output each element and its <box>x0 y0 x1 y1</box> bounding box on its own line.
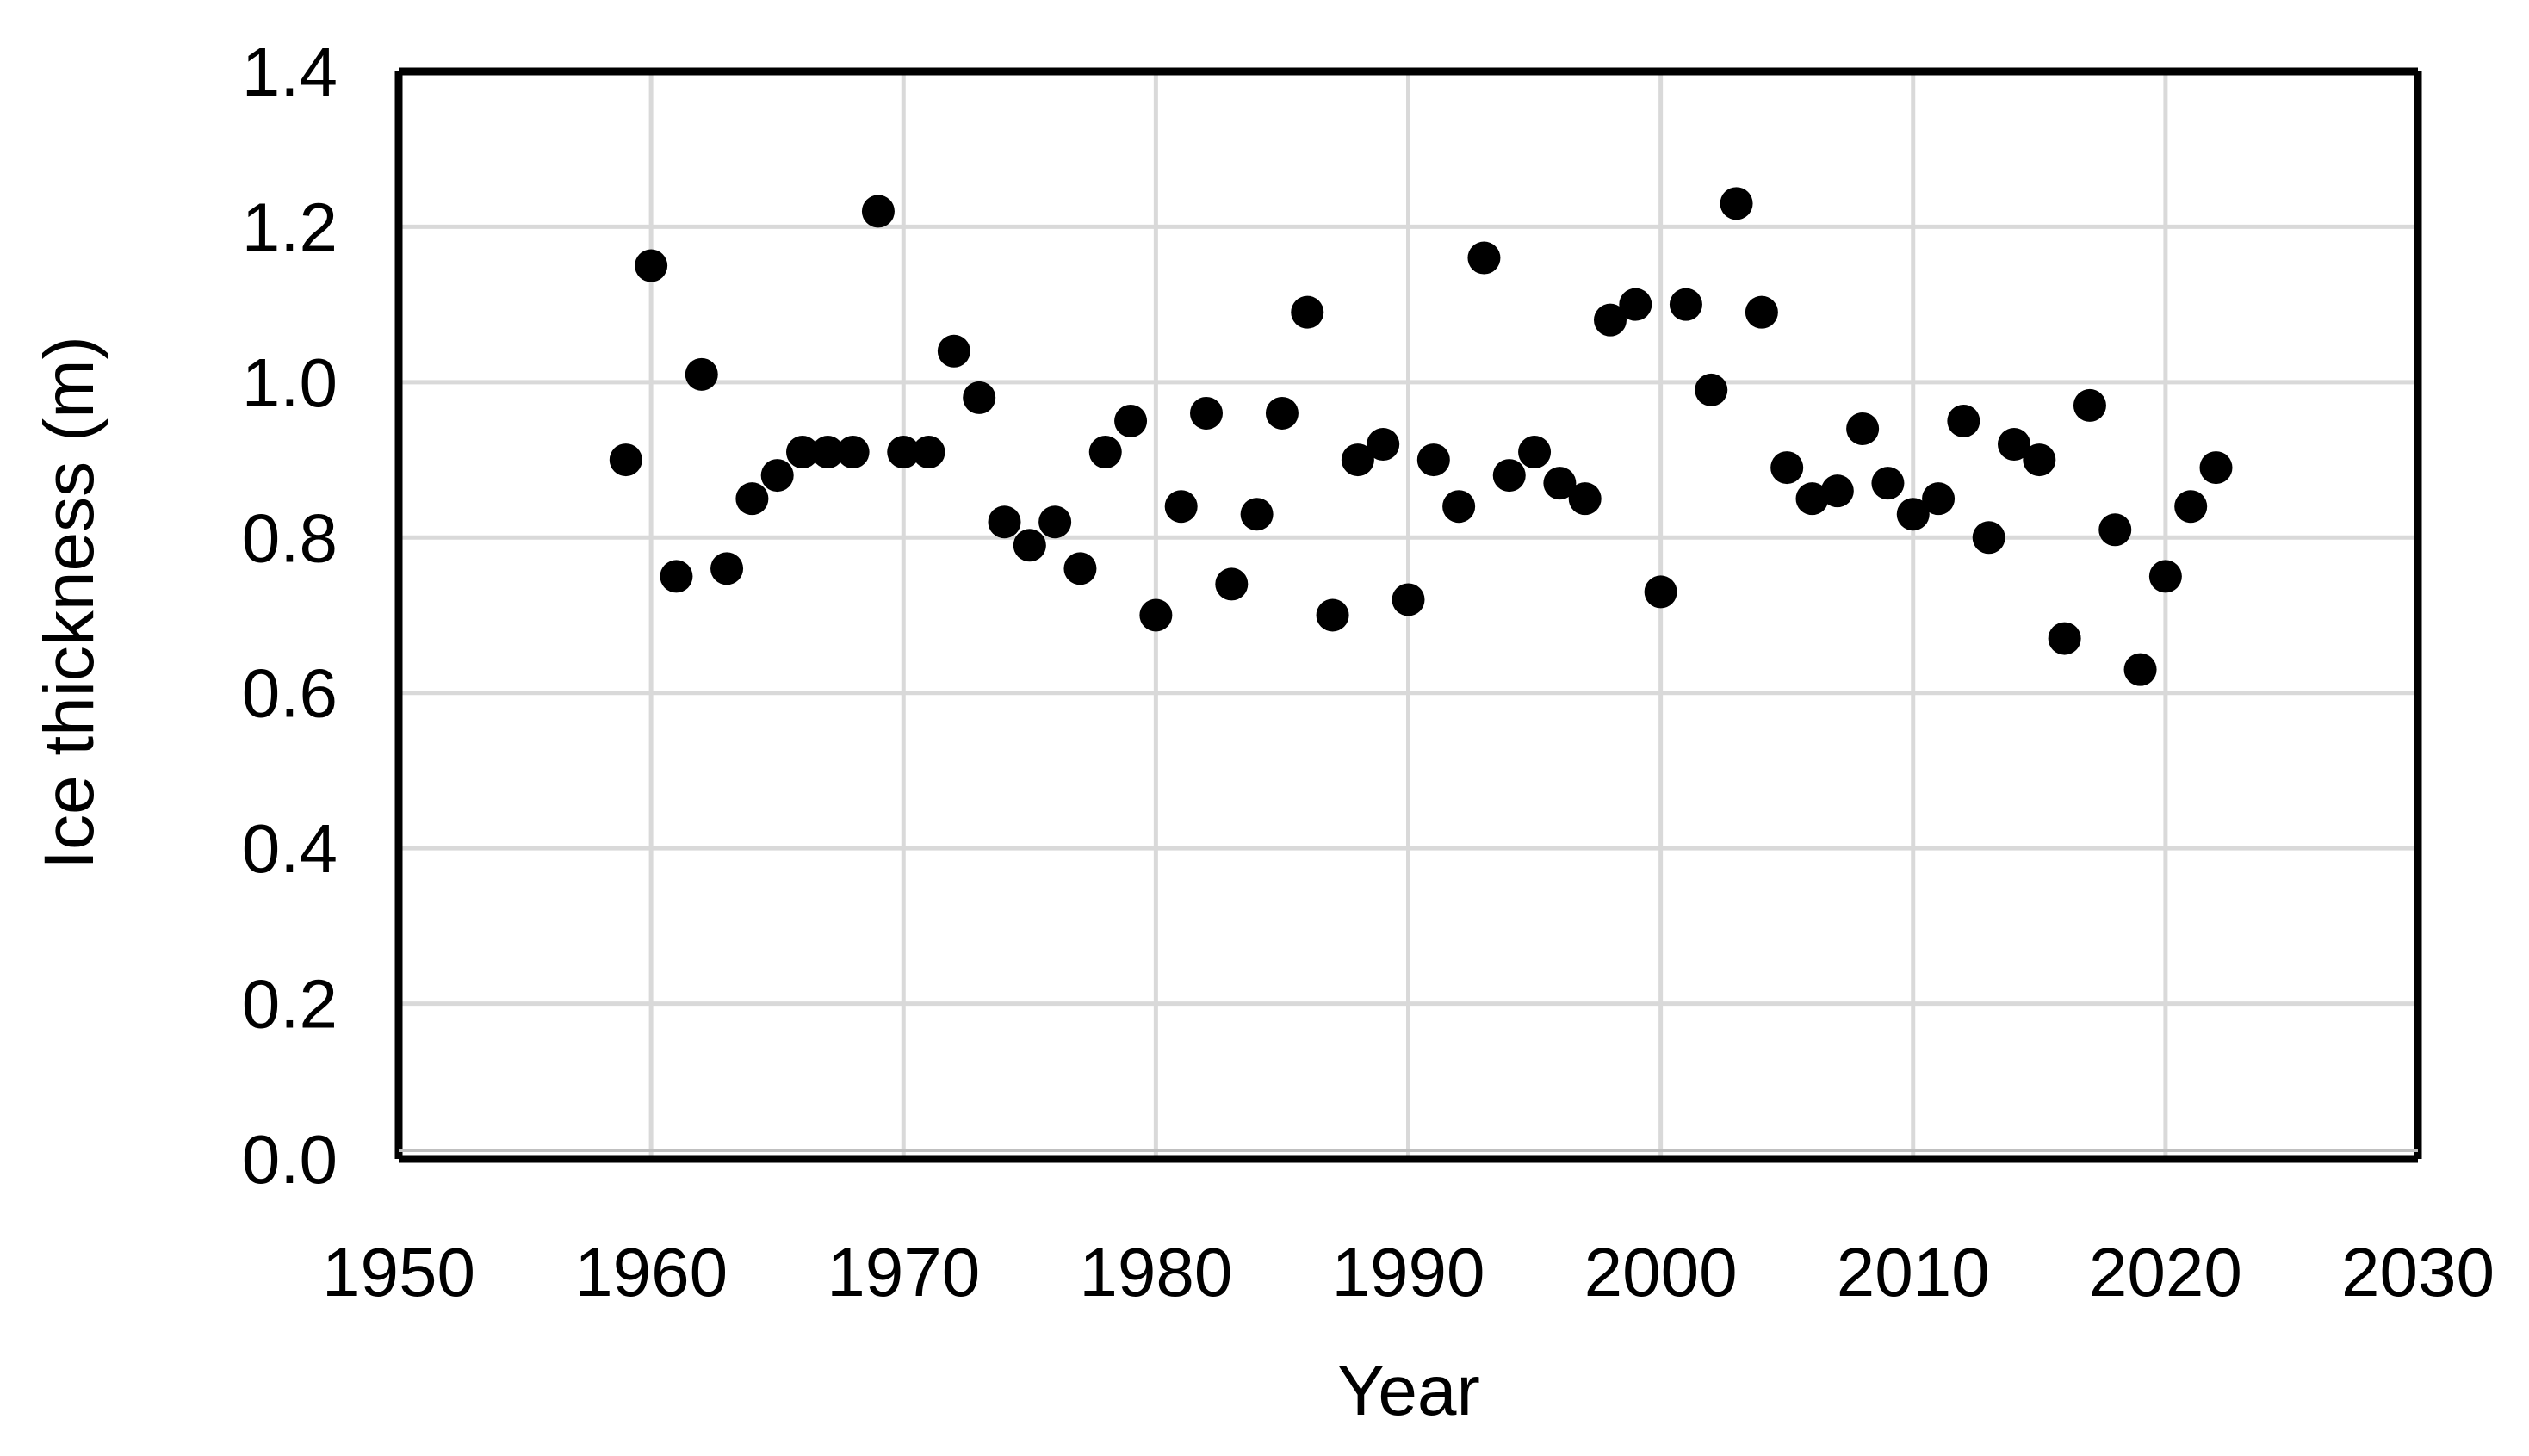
plot-frame <box>394 67 2422 1163</box>
x-axis-ticks: 1950 1960 1970 1980 1990 2000 2010 2020 2030 <box>322 1234 2495 1310</box>
data-point <box>861 195 895 228</box>
data-point <box>1518 436 1552 469</box>
grid-lines <box>399 71 2418 1159</box>
data-point <box>988 505 1021 539</box>
data-points <box>609 187 2233 686</box>
data-point <box>1846 412 1880 445</box>
data-point <box>1947 404 1980 437</box>
data-point <box>1265 396 1299 430</box>
data-point <box>1139 598 1173 632</box>
data-point <box>760 459 794 493</box>
x-tick-label: 1960 <box>574 1234 728 1310</box>
data-point <box>2023 443 2056 477</box>
data-point <box>1240 498 1274 531</box>
y-tick-label: 1.4 <box>242 34 338 110</box>
data-point <box>1063 552 1097 585</box>
x-tick-label: 1990 <box>1332 1234 1485 1310</box>
data-point <box>1190 396 1223 430</box>
data-point <box>912 436 945 469</box>
data-point <box>1619 288 1652 321</box>
x-tick-label: 2020 <box>2089 1234 2242 1310</box>
data-point <box>2048 622 2081 655</box>
data-point <box>2148 560 2182 593</box>
data-point <box>710 552 744 585</box>
data-point <box>786 436 819 469</box>
data-point <box>1795 482 1829 516</box>
y-tick-label: 0.8 <box>242 499 338 576</box>
data-point <box>1543 467 1577 500</box>
y-tick-label: 1.0 <box>242 344 338 421</box>
x-tick-label: 2030 <box>2341 1234 2495 1310</box>
x-axis-title: Year <box>1337 1352 1480 1430</box>
data-point <box>685 357 718 391</box>
data-point <box>2199 451 2233 485</box>
data-point <box>963 381 996 414</box>
data-point <box>1820 474 1854 508</box>
data-point <box>1492 459 1526 493</box>
data-point <box>1695 373 1728 406</box>
data-point <box>1871 467 1905 500</box>
x-tick-label: 2000 <box>1584 1234 1738 1310</box>
data-point <box>887 436 920 469</box>
x-tick-label: 1970 <box>827 1234 980 1310</box>
data-point <box>2098 513 2132 547</box>
data-point <box>1291 295 1324 329</box>
y-axis-title: Ice thickness (m) <box>30 336 108 870</box>
data-point <box>1367 428 1400 462</box>
data-point <box>836 436 870 469</box>
y-tick-label: 0.6 <box>242 655 338 732</box>
data-point <box>635 249 668 282</box>
data-point <box>1392 583 1425 616</box>
data-point <box>1720 187 1753 220</box>
data-point <box>1896 498 1930 531</box>
data-point <box>1467 241 1501 275</box>
data-point <box>1972 521 2005 555</box>
x-tick-label: 1980 <box>1079 1234 1232 1310</box>
data-point <box>1568 482 1602 516</box>
data-point <box>1088 436 1122 469</box>
data-point <box>1594 303 1627 337</box>
data-point <box>811 436 845 469</box>
data-point <box>1416 443 1450 477</box>
data-point <box>1316 598 1349 632</box>
data-point <box>609 443 642 477</box>
data-point <box>1922 482 1956 516</box>
data-point <box>1998 428 2030 462</box>
data-point <box>1770 451 1804 485</box>
data-point <box>660 560 693 593</box>
data-point <box>1669 288 1702 321</box>
data-point <box>1215 567 1249 601</box>
data-point <box>1341 443 1374 477</box>
data-point <box>2174 490 2208 524</box>
data-point <box>937 334 970 368</box>
y-axis-ticks: 0.0 0.2 0.4 0.6 0.8 1.0 1.2 1.4 <box>242 34 338 1198</box>
data-point <box>1644 575 1677 609</box>
y-tick-label: 0.0 <box>242 1121 338 1198</box>
data-point <box>735 482 769 516</box>
data-point <box>2073 388 2106 422</box>
data-point <box>2123 653 2157 686</box>
data-point <box>1745 295 1778 329</box>
y-tick-label: 0.4 <box>242 810 338 887</box>
data-point <box>1038 505 1072 539</box>
x-tick-label: 1950 <box>322 1234 475 1310</box>
data-point <box>1164 490 1198 524</box>
data-point <box>1442 490 1476 524</box>
x-tick-label: 2010 <box>1837 1234 1990 1310</box>
y-tick-label: 0.2 <box>242 966 338 1043</box>
y-tick-label: 1.2 <box>242 189 338 265</box>
data-point <box>1114 404 1148 437</box>
data-point <box>1013 529 1046 562</box>
